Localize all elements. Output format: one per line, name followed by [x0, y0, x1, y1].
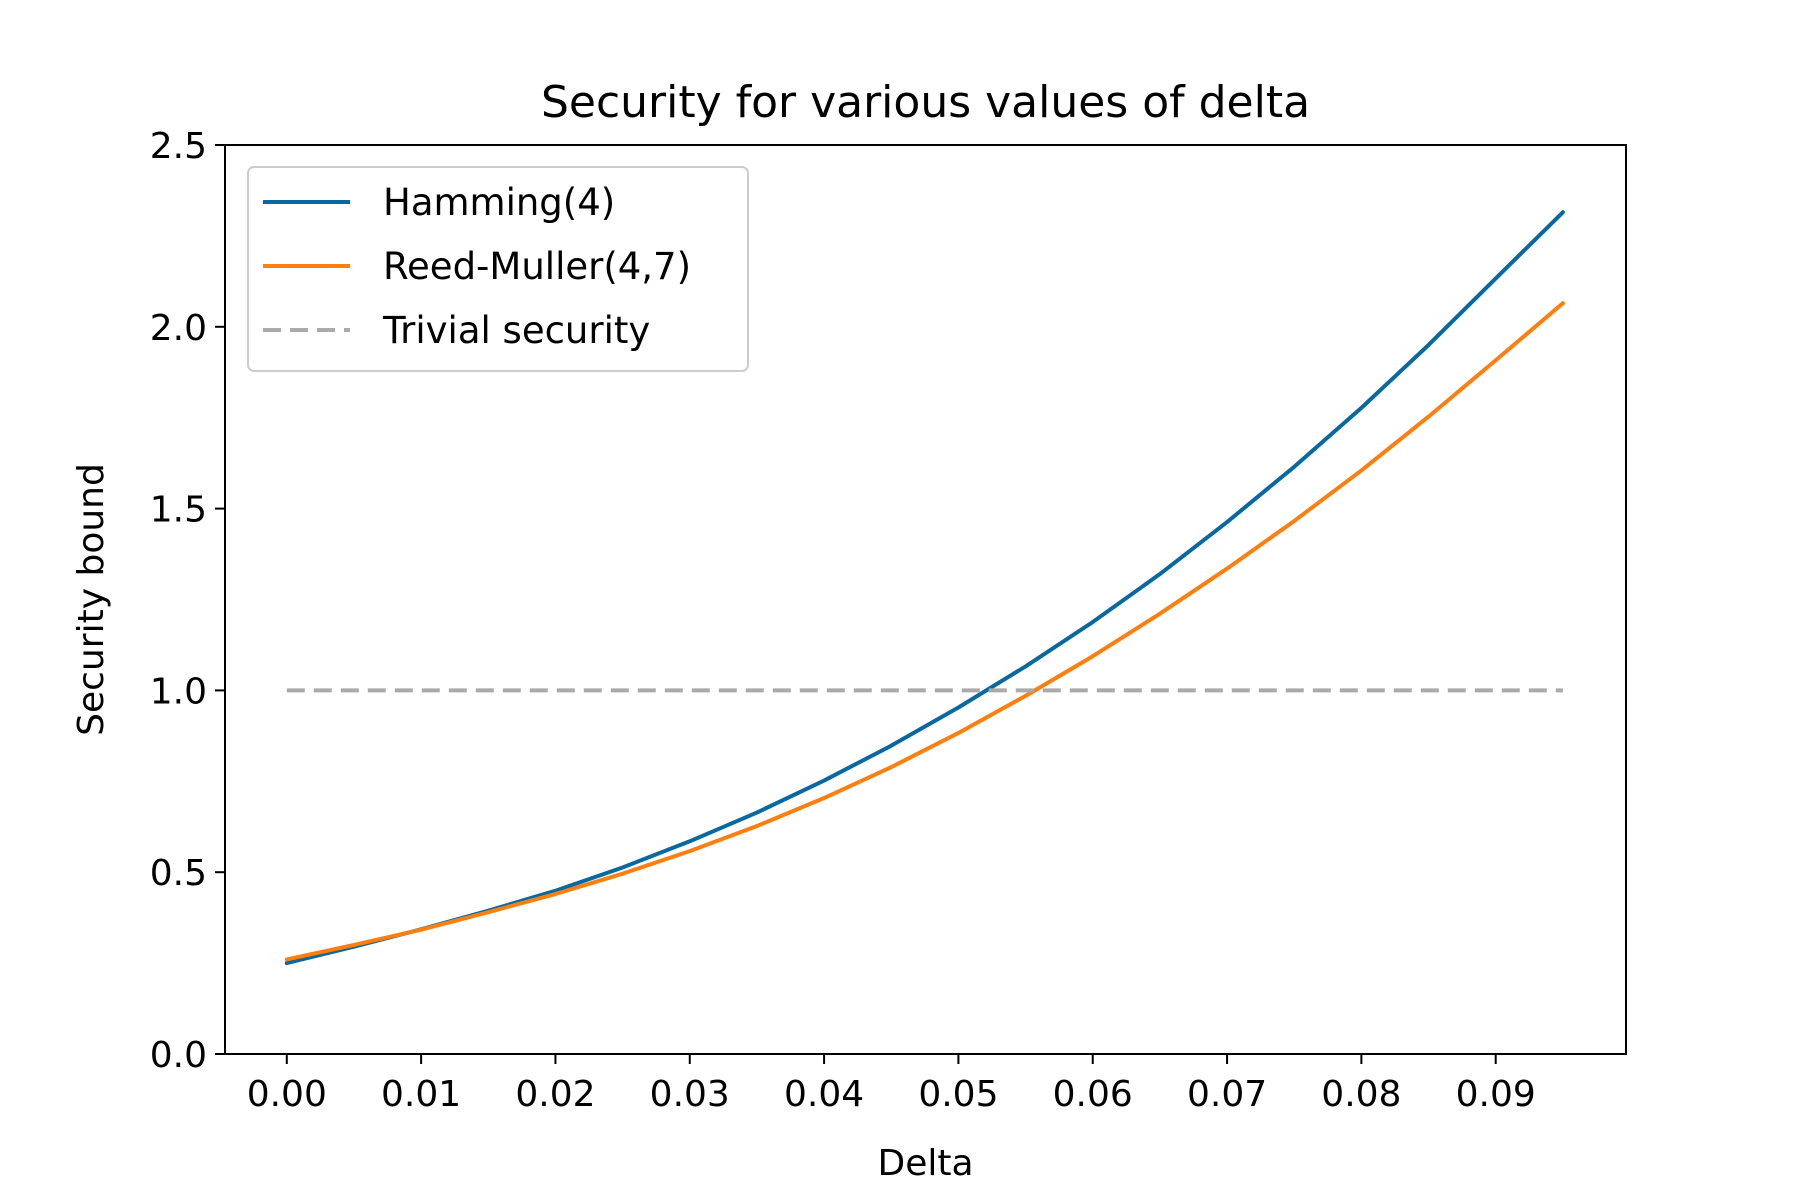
- x-tick-label: 0.06: [1053, 1074, 1133, 1115]
- x-tick-label: 0.03: [650, 1074, 730, 1115]
- chart-title: Security for various values of delta: [541, 77, 1310, 128]
- y-tick-label: 2.0: [150, 308, 207, 349]
- plot-series: [284, 210, 1565, 966]
- y-tick-label: 1.0: [150, 671, 207, 712]
- y-axis-title: Security bound: [71, 463, 112, 736]
- legend-label: Hamming(4): [383, 181, 615, 224]
- legend-label: Trivial security: [382, 309, 650, 352]
- x-axis: 0.00 0.01 0.02 0.03 0.04 0.05 0.06 0.07 0.08 0.09: [247, 1054, 1536, 1115]
- x-tick-label: 0.08: [1321, 1074, 1401, 1115]
- x-tick-label: 0.04: [784, 1074, 864, 1115]
- legend-box: [247, 166, 749, 372]
- legend-label: Reed-Muller(4,7): [383, 245, 691, 288]
- plot-frame: [224, 144, 1627, 1055]
- y-tick-label: 1.5: [150, 490, 207, 531]
- legend: Hamming(4) Reed-Muller(4,7) Trivial securi…: [247, 166, 749, 372]
- x-tick-label: 0.09: [1456, 1074, 1536, 1115]
- x-tick-label: 0.07: [1187, 1074, 1267, 1115]
- series-line-2: [284, 301, 1565, 962]
- y-tick-label: 0.0: [150, 1035, 207, 1076]
- x-tick-label: 0.02: [515, 1074, 595, 1115]
- y-tick-label: 0.5: [150, 853, 207, 894]
- y-tick-label: 2.5: [150, 126, 207, 167]
- legend-items: Hamming(4) Reed-Muller(4,7) Trivial securi…: [263, 181, 691, 352]
- x-tick-label: 0.05: [918, 1074, 998, 1115]
- y-axis: 0.0 0.5 1.0 1.5 2.0 2.5: [150, 126, 225, 1076]
- x-tick-label: 0.00: [247, 1074, 327, 1115]
- x-axis-title: Delta: [877, 1143, 973, 1184]
- x-tick-label: 0.01: [381, 1074, 461, 1115]
